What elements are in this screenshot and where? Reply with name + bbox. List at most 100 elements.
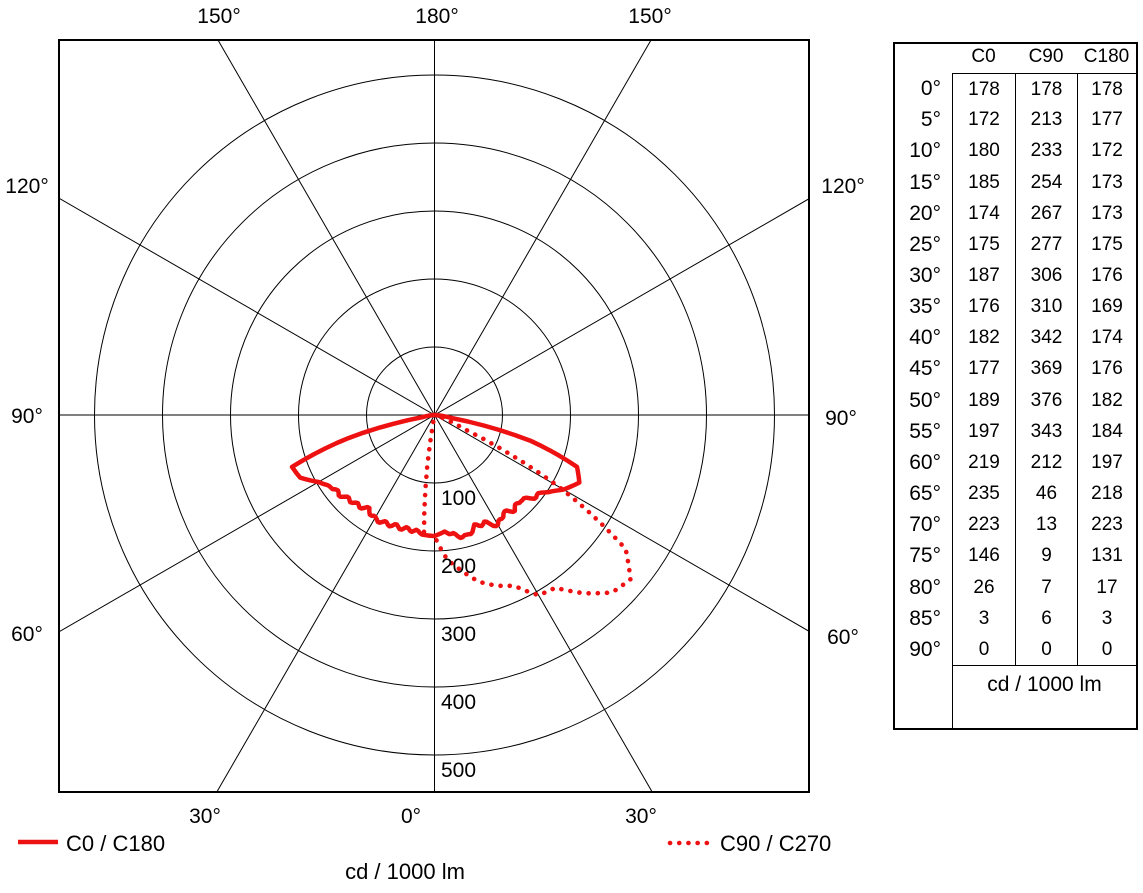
table-cell-value: 17 <box>1077 571 1136 603</box>
table-cell-value: 218 <box>1077 478 1136 510</box>
curve-c0-c180 <box>289 412 582 541</box>
table-cell-value: 342 <box>1015 322 1077 354</box>
ring-label-100: 100 <box>441 487 476 510</box>
curve-c90-c270 <box>421 412 633 598</box>
table-header-c180: C180 <box>1083 46 1130 67</box>
table-cell-value: 6 <box>1015 602 1077 634</box>
ring-label-200: 200 <box>441 555 476 578</box>
table-row-label: 40° <box>909 326 941 350</box>
table-row-label: 60° <box>909 450 941 474</box>
table-row-label: 85° <box>909 606 941 630</box>
table-cell-value: 343 <box>1015 415 1077 447</box>
table-footer-unit: cd / 1000 lm <box>952 664 1136 728</box>
table-row-label: 0° <box>920 77 941 101</box>
table-cell-value: 13 <box>1015 509 1077 541</box>
table-cell-value: 3 <box>952 602 1015 634</box>
table-cell-value: 172 <box>1077 135 1136 167</box>
table-header-c90: C90 <box>1028 46 1064 67</box>
table-cell-value: 184 <box>1077 415 1136 447</box>
angle-label-left-60: 60° <box>11 623 43 646</box>
table-cell-value: 376 <box>1015 384 1077 416</box>
table-cell-value: 176 <box>1077 353 1136 385</box>
angle-label-left-120: 120° <box>5 175 48 198</box>
intensity-table: C0 C90 C180 0° 178 178 178 5° 172 213 177 10° 180 233… <box>893 42 1138 730</box>
table-cell-value: 223 <box>1077 509 1136 541</box>
table-corner-cell <box>895 44 952 73</box>
table-row-label: 25° <box>909 232 941 256</box>
table-cell-value: 3 <box>1077 602 1136 634</box>
table-cell-value: 176 <box>952 291 1015 323</box>
table-cell-value: 369 <box>1015 353 1077 385</box>
table-row-label: 5° <box>920 108 941 132</box>
table-row-label: 10° <box>909 139 941 163</box>
table-cell-value: 197 <box>1077 446 1136 479</box>
table-row-label: 50° <box>909 388 941 412</box>
ring-label-400: 400 <box>441 691 476 714</box>
table-cell-value: 174 <box>952 197 1015 229</box>
ring-label-300: 300 <box>441 623 476 646</box>
table-row-label: 15° <box>909 170 941 194</box>
ring-label-500: 500 <box>441 759 476 782</box>
table-cell-value: 169 <box>1077 291 1136 323</box>
legend-solid-label: C0 / C180 <box>66 831 165 856</box>
table-cell-value: 219 <box>952 446 1015 479</box>
table-cell-value: 7 <box>1015 571 1077 603</box>
table-cell-value: 131 <box>1077 540 1136 572</box>
table-row-label: 70° <box>909 513 941 537</box>
table-cell-value: 267 <box>1015 197 1077 229</box>
angle-label-top-right-150: 150° <box>628 5 671 28</box>
table-row-label: 20° <box>909 201 941 225</box>
table-cell-value: 177 <box>1077 104 1136 136</box>
table-cell-value: 0 <box>1015 633 1077 665</box>
table-cell-value: 254 <box>1015 166 1077 198</box>
table-row-label: 55° <box>909 419 941 443</box>
angle-label-right-60: 60° <box>827 626 859 649</box>
table-cell-value: 310 <box>1015 291 1077 323</box>
table-cell-value: 175 <box>952 228 1015 260</box>
table-cell-value: 223 <box>952 509 1015 541</box>
diagram-unit-label: cd / 1000 lm <box>345 859 465 884</box>
table-cell-value: 0 <box>1077 633 1136 665</box>
legend-dotted-label: C90 / C270 <box>720 831 831 856</box>
table-row-label: 30° <box>909 264 941 288</box>
table-cell-value: 306 <box>1015 259 1077 292</box>
table-header-c0: C0 <box>971 46 996 67</box>
legend: C0 / C180 C90 / C270 <box>18 831 831 856</box>
angle-label-top-180: 180° <box>415 5 458 28</box>
table-cell-value: 175 <box>1077 228 1136 260</box>
table-cell-value: 178 <box>952 73 1015 105</box>
angle-label-bottom-0: 0° <box>401 805 421 828</box>
table-cell-value: 9 <box>1015 540 1077 572</box>
table-row-label: 45° <box>909 357 941 381</box>
table-cell-value: 176 <box>1077 259 1136 292</box>
table-cell-value: 182 <box>1077 384 1136 416</box>
table-cell-value: 172 <box>952 104 1015 136</box>
table-row-label: 65° <box>909 482 941 506</box>
table-cell-value: 178 <box>1077 73 1136 105</box>
table-cell-value: 233 <box>1015 135 1077 167</box>
angle-label-top-left-150: 150° <box>197 5 240 28</box>
table-row-label: 75° <box>909 544 941 568</box>
angle-labels: 150° 180° 150° 120° 90° 60° 120° 90° 60°… <box>5 5 864 828</box>
table-cell-value: 187 <box>952 259 1015 292</box>
table-cell-value: 146 <box>952 540 1015 572</box>
table-cell-value: 182 <box>952 322 1015 354</box>
table-row-label: 90° <box>909 637 941 661</box>
table-cell-value: 177 <box>952 353 1015 385</box>
table-cell-value: 197 <box>952 415 1015 447</box>
table-cell-value: 174 <box>1077 322 1136 354</box>
table-cell-value: 180 <box>952 135 1015 167</box>
angle-label-right-120: 120° <box>821 175 864 198</box>
table-row-label: 35° <box>909 295 941 319</box>
table-cell-value: 178 <box>1015 73 1077 105</box>
table-cell-value: 26 <box>952 571 1015 603</box>
table-cell-value: 173 <box>1077 197 1136 229</box>
table-cell-value: 277 <box>1015 228 1077 260</box>
table-row-label: 80° <box>909 575 941 599</box>
angle-label-right-90: 90° <box>825 407 857 430</box>
table-cell-value: 189 <box>952 384 1015 416</box>
ring-labels: 100 200 300 400 500 <box>441 487 476 782</box>
angle-label-bottom-left-30: 30° <box>189 805 221 828</box>
